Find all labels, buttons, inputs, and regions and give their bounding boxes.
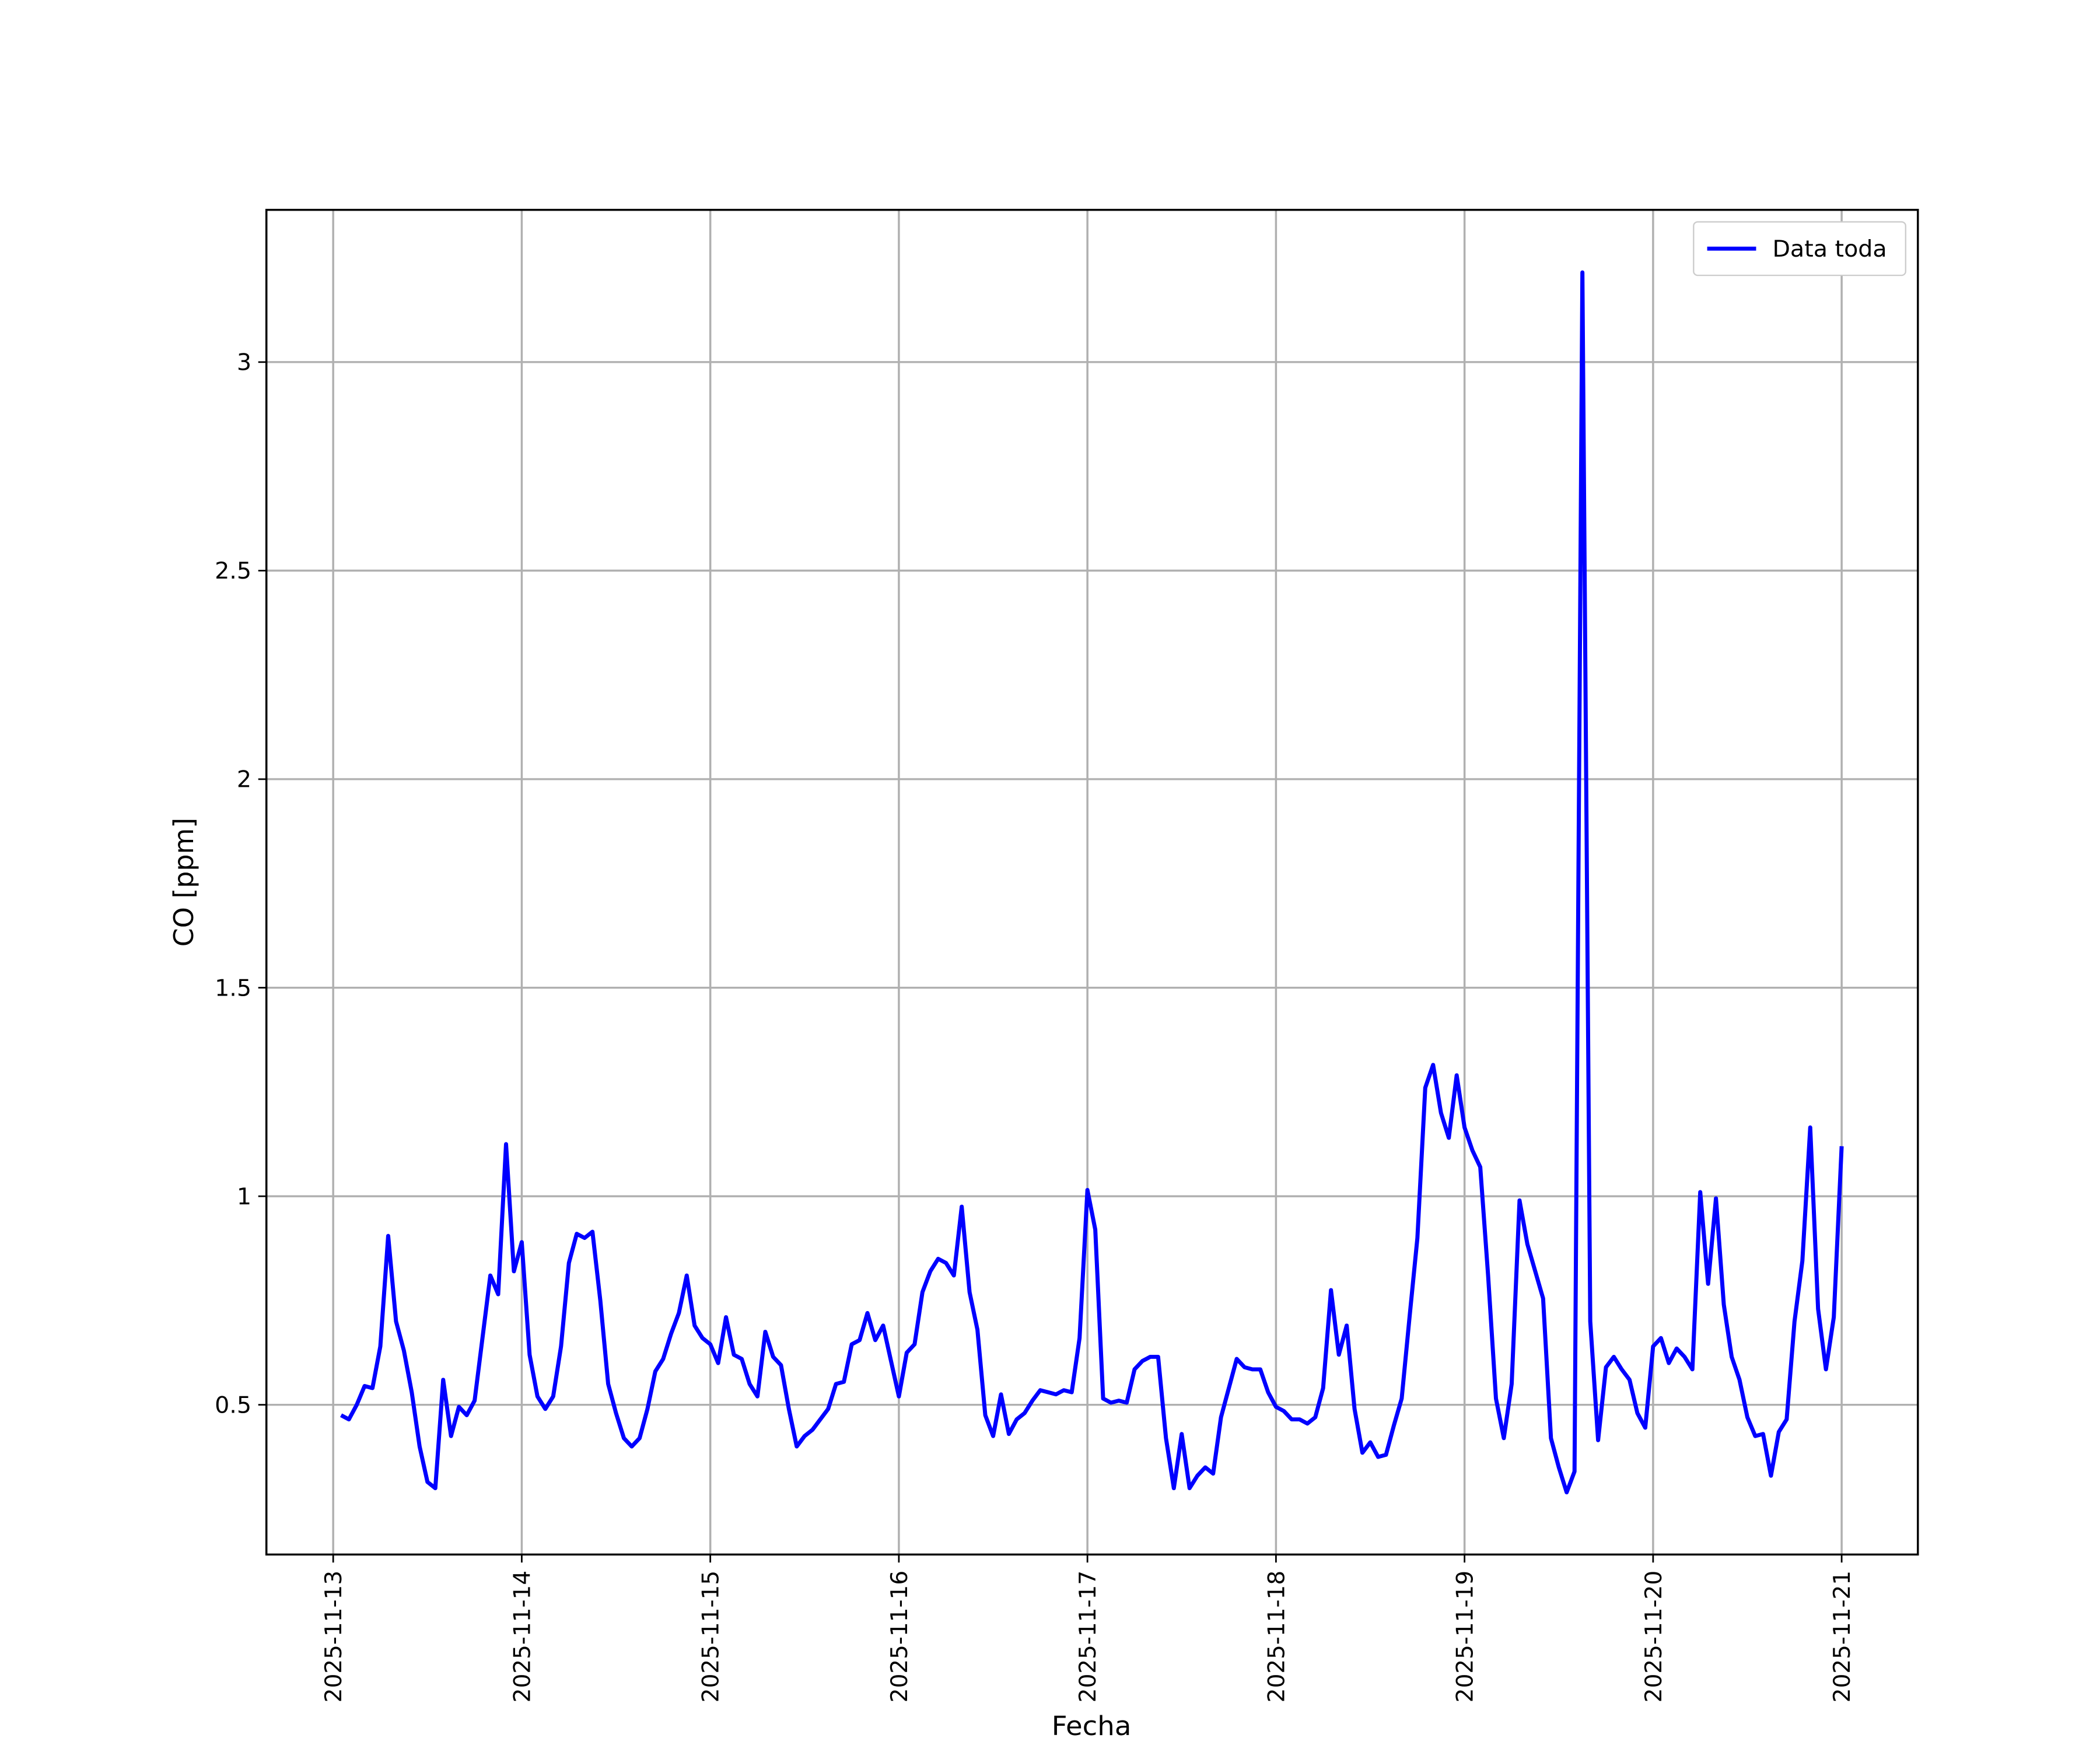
x-tick-label: 2025-11-21 <box>1829 1571 1856 1702</box>
y-tick-label: 2 <box>237 767 251 793</box>
x-axis-label: Fecha <box>1052 1710 1132 1742</box>
x-tick-label: 2025-11-20 <box>1641 1571 1667 1702</box>
x-tick-label: 2025-11-17 <box>1075 1571 1101 1702</box>
y-tick-label: 1 <box>237 1184 251 1210</box>
y-tick-label: 3 <box>237 350 251 376</box>
y-tick-label: 2.5 <box>215 558 251 584</box>
x-tick-label: 2025-11-19 <box>1452 1571 1478 1702</box>
plot-frame <box>265 209 1919 1556</box>
legend: Data toda <box>1693 221 1906 276</box>
legend-box <box>1693 221 1906 276</box>
legend-label: Data toda <box>1772 236 1887 262</box>
y-tick-label: 0.5 <box>215 1393 251 1419</box>
x-tick-label: 2025-11-18 <box>1264 1571 1290 1702</box>
x-tick-label: 2025-11-14 <box>509 1571 536 1702</box>
x-tick-label: 2025-11-16 <box>887 1571 913 1702</box>
data-line <box>340 270 1844 1495</box>
y-axis-label: CO [ppm] <box>168 818 200 947</box>
y-tick-label: 1.5 <box>215 976 251 1002</box>
x-tick-label: 2025-11-15 <box>698 1571 724 1702</box>
x-tick-label: 2025-11-13 <box>321 1571 347 1702</box>
